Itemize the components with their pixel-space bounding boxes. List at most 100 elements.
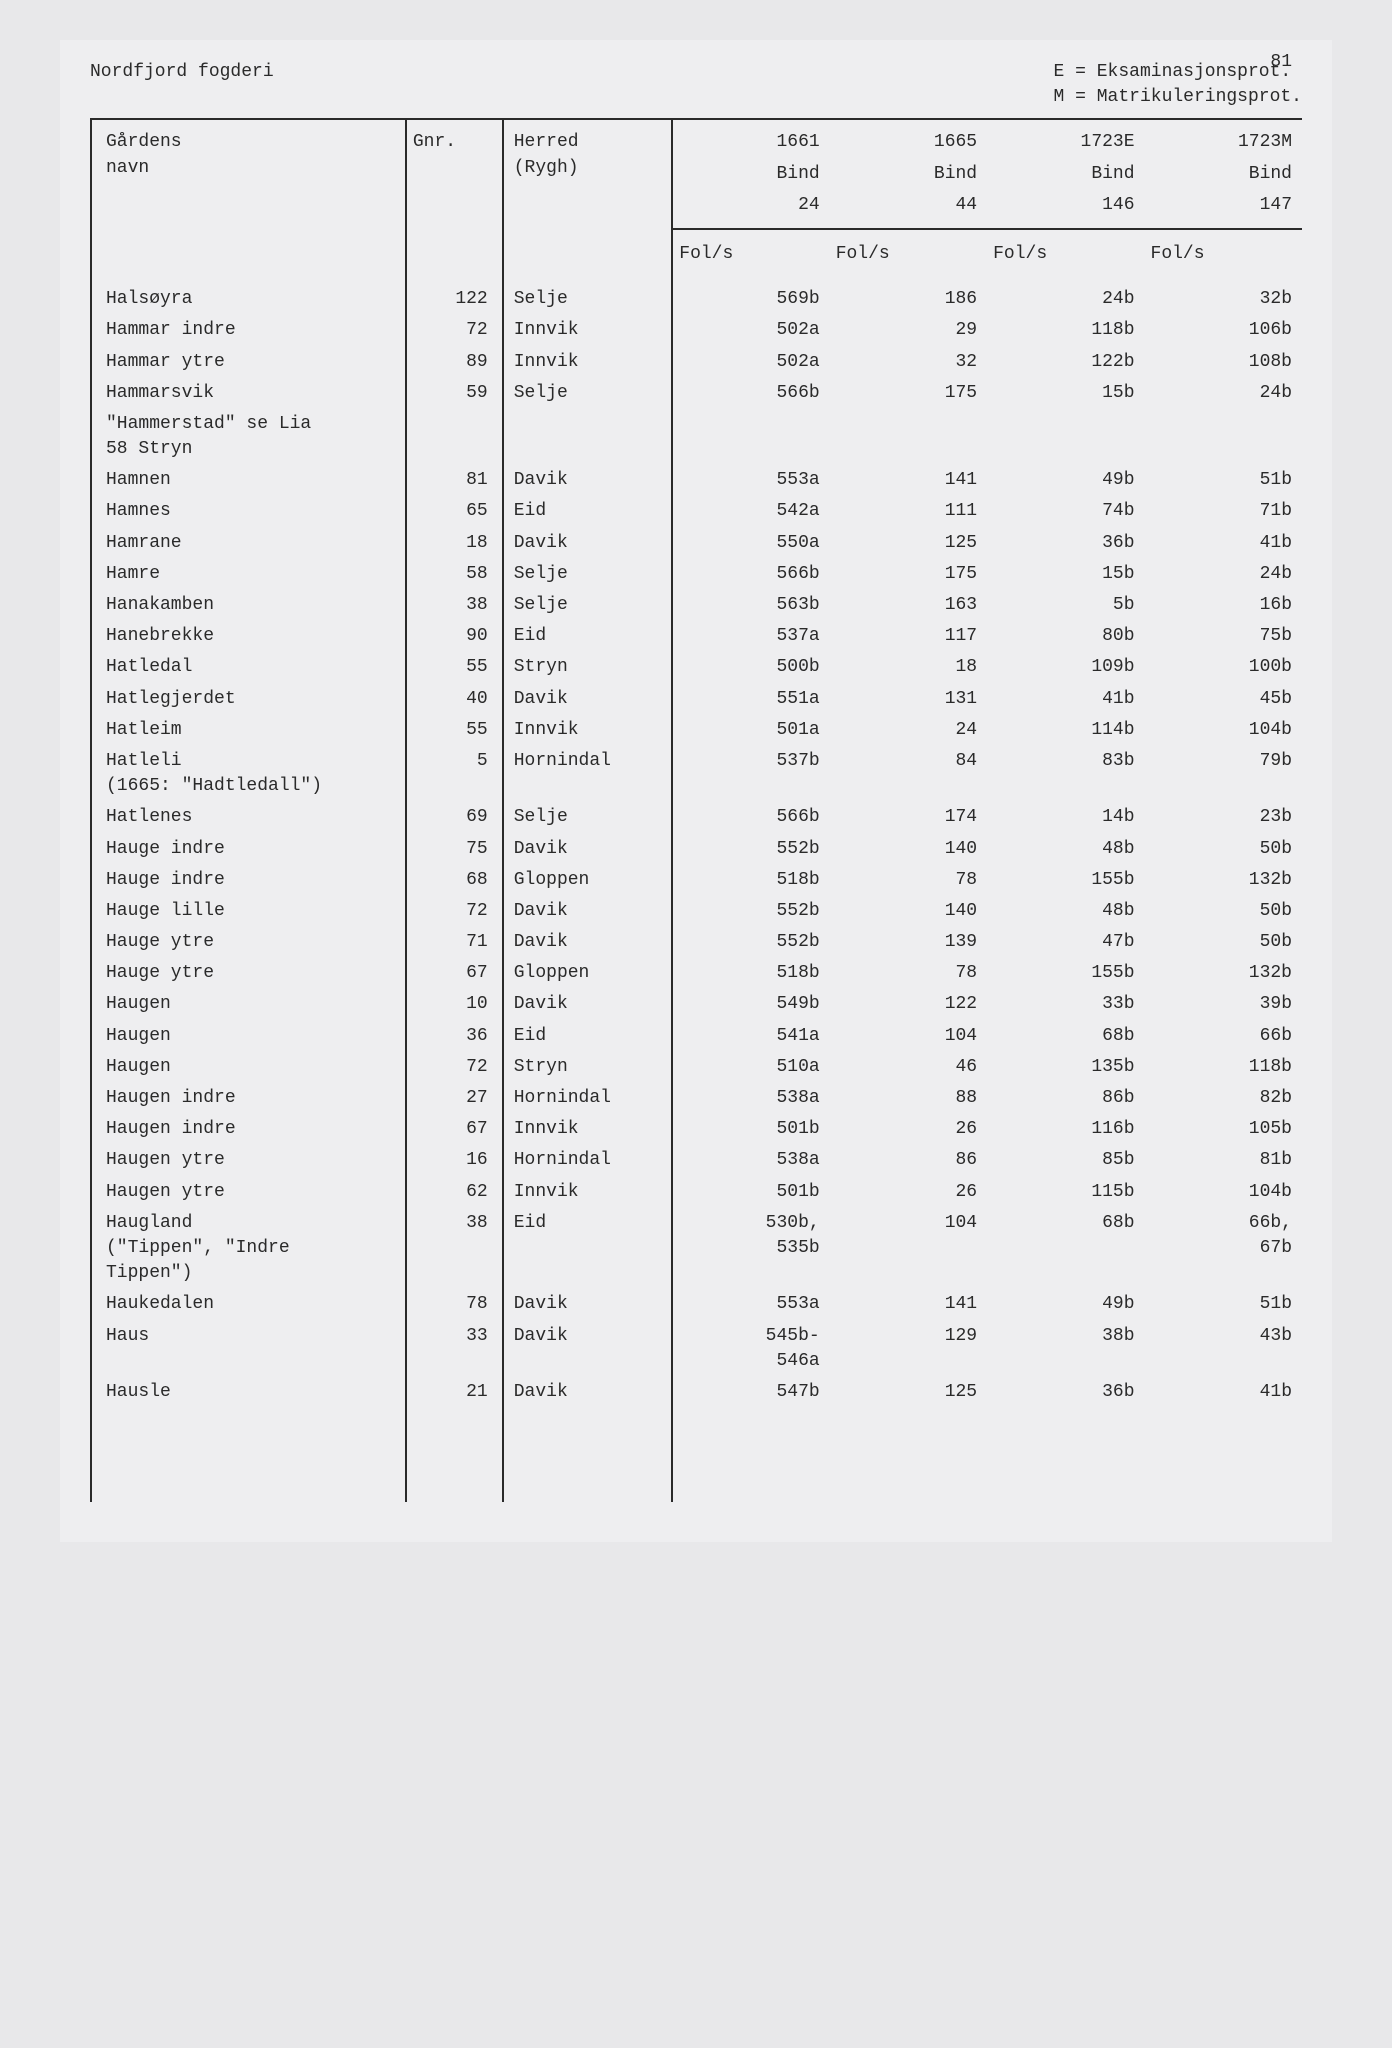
cell-herred: Gloppen (503, 958, 673, 989)
cell-herred: Eid (503, 496, 673, 527)
cell-gnr: 69 (406, 802, 503, 833)
cell-gnr: 5 (406, 746, 503, 802)
cell-gnr: 58 (406, 559, 503, 590)
table-row: Hauge ytre71Davik552b13947b50b (91, 927, 1302, 958)
cell-1723m: 106b (1145, 315, 1302, 346)
col-header-1723m-num: 147 (1145, 190, 1302, 229)
cell-1723e: 15b (987, 559, 1144, 590)
table-row: Hamrane18Davik550a12536b41b (91, 528, 1302, 559)
cell-1665: 129 (830, 1321, 987, 1377)
cell-herred: Davik (503, 1289, 673, 1320)
cell-1665: 111 (830, 496, 987, 527)
col-header-1661-bind: Bind (672, 159, 829, 190)
cell-1723e: 68b (987, 1208, 1144, 1290)
fols-label: Fol/s (830, 229, 987, 281)
page-header: Nordfjord fogderi E = Eksaminasjonsprot.… (90, 60, 1302, 110)
fols-label: Fol/s (987, 229, 1144, 281)
col-header-1661: 1661 (672, 120, 829, 158)
table-row: Hammar ytre89Innvik502a32122b108b (91, 347, 1302, 378)
table-row: Hatleli (1665: "Hadtledall")5Hornindal53… (91, 746, 1302, 802)
cell-gnr (406, 409, 503, 465)
cell-1665: 24 (830, 715, 987, 746)
cell-name: Haugen (91, 1052, 406, 1083)
cell-gnr: 72 (406, 315, 503, 346)
cell-1723m: 41b (1145, 528, 1302, 559)
cell-1723m: 82b (1145, 1083, 1302, 1114)
cell-gnr: 55 (406, 652, 503, 683)
cell-herred: Eid (503, 1208, 673, 1290)
cell-1723m: 16b (1145, 590, 1302, 621)
cell-1723e: 36b (987, 1377, 1144, 1408)
cell-1665: 141 (830, 465, 987, 496)
cell-name: Hatleim (91, 715, 406, 746)
cell-1665: 32 (830, 347, 987, 378)
cell-name: Hausle (91, 1377, 406, 1408)
cell-1723e: 83b (987, 746, 1144, 802)
cell-1723e: 49b (987, 465, 1144, 496)
cell-1661: 545b- 546a (672, 1321, 829, 1377)
cell-1723m: 43b (1145, 1321, 1302, 1377)
col-header-1723m-bind: Bind (1145, 159, 1302, 190)
cell-1723e: 114b (987, 715, 1144, 746)
cell-1661 (672, 409, 829, 465)
cell-herred: Selje (503, 802, 673, 833)
cell-1723e: 109b (987, 652, 1144, 683)
cell-1723e: 36b (987, 528, 1144, 559)
table-row: Hatleim55Innvik501a24114b104b (91, 715, 1302, 746)
cell-1723m: 45b (1145, 684, 1302, 715)
table-wrapper: Gårdens navn Gnr. Herred (Rygh) 1661 166… (90, 118, 1302, 1501)
cell-1665: 122 (830, 989, 987, 1020)
cell-gnr: 68 (406, 865, 503, 896)
cell-1665: 141 (830, 1289, 987, 1320)
cell-1723e: 135b (987, 1052, 1144, 1083)
cell-1661: 502a (672, 315, 829, 346)
cell-1665: 140 (830, 834, 987, 865)
cell-gnr: 33 (406, 1321, 503, 1377)
cell-1723e: 47b (987, 927, 1144, 958)
table-row: Hausle21Davik547b12536b41b (91, 1377, 1302, 1408)
cell-name: Haugen (91, 989, 406, 1020)
col-header-name: Gårdens navn (91, 120, 406, 229)
cell-name: Hammarsvik (91, 378, 406, 409)
document-page: 81 Nordfjord fogderi E = Eksaminasjonspr… (60, 40, 1332, 1542)
cell-1661: 538a (672, 1083, 829, 1114)
cell-1665: 174 (830, 802, 987, 833)
cell-herred: Innvik (503, 1177, 673, 1208)
cell-1661: 537a (672, 621, 829, 652)
cell-1723m: 39b (1145, 989, 1302, 1020)
cell-name: Hammar indre (91, 315, 406, 346)
cell-name: Hauge ytre (91, 958, 406, 989)
page-number: 81 (1270, 50, 1292, 75)
cell-1665: 26 (830, 1114, 987, 1145)
cell-1661: 518b (672, 865, 829, 896)
cell-name: Hauge indre (91, 834, 406, 865)
cell-herred: Selje (503, 590, 673, 621)
cell-name: Haugen ytre (91, 1177, 406, 1208)
cell-1723m: 79b (1145, 746, 1302, 802)
cell-1665: 46 (830, 1052, 987, 1083)
cell-1723m: 50b (1145, 896, 1302, 927)
cell-1723e: 38b (987, 1321, 1144, 1377)
cell-1661: 552b (672, 834, 829, 865)
table-row: Haukedalen78Davik553a14149b51b (91, 1289, 1302, 1320)
cell-name: Hanebrekke (91, 621, 406, 652)
table-row: Hatledal55Stryn500b18109b100b (91, 652, 1302, 683)
cell-1723e: 80b (987, 621, 1144, 652)
table-row (91, 1439, 1302, 1470)
cell-gnr: 71 (406, 927, 503, 958)
cell-name: Hatlegjerdet (91, 684, 406, 715)
cell-herred: Eid (503, 1021, 673, 1052)
col-header-1665-num: 44 (830, 190, 987, 229)
cell-herred: Selje (503, 559, 673, 590)
col-header-gnr: Gnr. (406, 120, 503, 229)
cell-1665: 78 (830, 958, 987, 989)
cell-1723e: 14b (987, 802, 1144, 833)
cell-1723e: 86b (987, 1083, 1144, 1114)
table-row: Hammarsvik59Selje566b17515b24b (91, 378, 1302, 409)
cell-1723e: 155b (987, 865, 1144, 896)
cell-name: Hauge ytre (91, 927, 406, 958)
table-row: Halsøyra122Selje569b18624b32b (91, 281, 1302, 315)
cell-1723e: 74b (987, 496, 1144, 527)
cell-name: Hatlenes (91, 802, 406, 833)
cell-name: Hamre (91, 559, 406, 590)
